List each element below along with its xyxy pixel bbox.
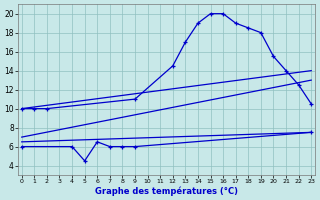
X-axis label: Graphe des températures (°C): Graphe des températures (°C) xyxy=(95,186,238,196)
